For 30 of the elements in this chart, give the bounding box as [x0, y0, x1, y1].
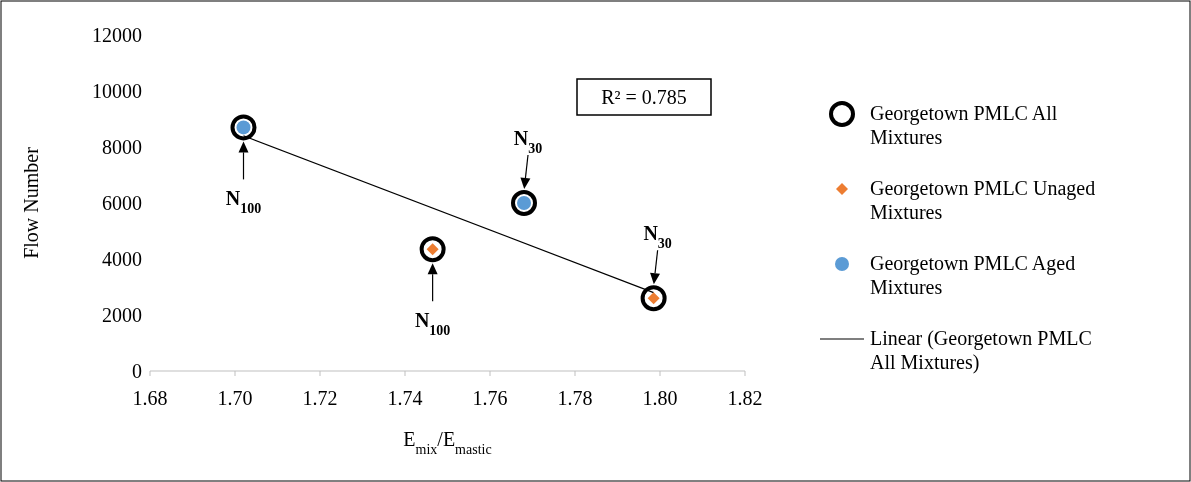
- x-tick-label: 1.72: [302, 387, 338, 409]
- point: [640, 285, 667, 312]
- legend-label: Georgetown PMLC Unaged Mixtures: [870, 177, 1096, 223]
- legend-label: Georgetown PMLC Aged Mixtures: [870, 252, 1076, 298]
- legend-label: Georgetown PMLC All Mixtures: [870, 102, 1058, 148]
- annotation: R² = 0.785: [601, 86, 687, 108]
- x-tick-label: 1.74: [387, 387, 423, 409]
- y-tick-label: 8000: [102, 136, 142, 158]
- annotation: N$_{30}$: [643, 222, 672, 251]
- y-axis-title: Flow Number: [20, 146, 42, 259]
- x-tick-label: 1.70: [217, 387, 253, 409]
- point: [511, 190, 537, 216]
- annotation: N$_{100}$: [225, 187, 262, 216]
- annotation: N$_{100}$: [414, 309, 451, 338]
- y-tick-label: 12000: [92, 24, 142, 46]
- x-tick-label: 1.78: [557, 387, 593, 409]
- y-tick-label: 6000: [102, 192, 142, 214]
- x-axis-title: E$_{mix}$/E$_{mastic}$: [403, 428, 492, 457]
- point: [419, 236, 446, 263]
- x-tick-label: 1.82: [727, 387, 763, 409]
- x-tick-label: 1.76: [472, 387, 508, 409]
- x-tick-label: 1.68: [132, 387, 168, 409]
- x-tick-label: 1.80: [642, 387, 678, 409]
- y-tick-label: 4000: [102, 248, 142, 270]
- point: [230, 114, 257, 141]
- y-tick-label: 0: [132, 360, 142, 382]
- legend-label: Linear (Georgetown PMLC All Mixtures): [870, 327, 1092, 374]
- y-tick-label: 10000: [92, 80, 142, 102]
- annotation: N$_{30}$: [513, 127, 543, 156]
- y-tick-label: 2000: [102, 304, 142, 326]
